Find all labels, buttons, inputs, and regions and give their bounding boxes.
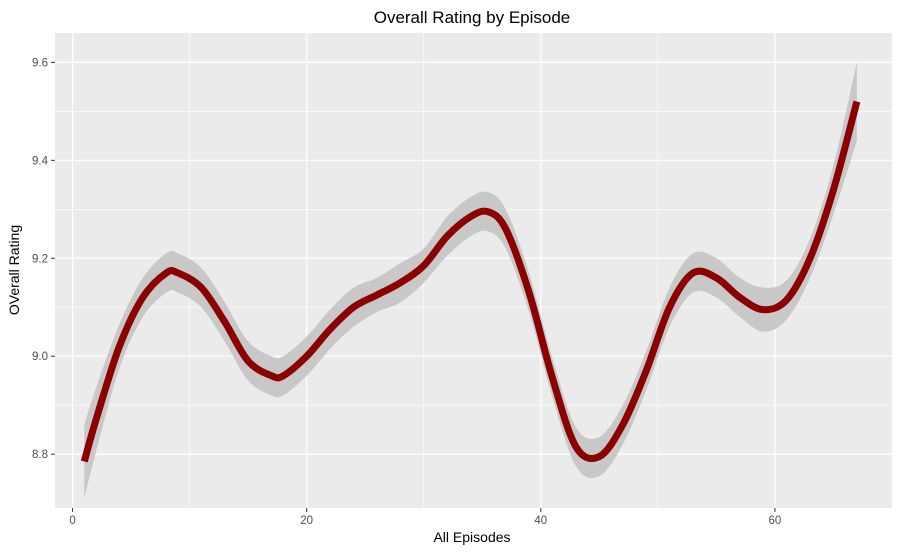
x-tick-label: 60	[769, 515, 782, 527]
x-tick-label: 20	[300, 515, 313, 527]
x-axis: 0 20 40 60	[69, 508, 781, 527]
y-axis-label: OVerall Rating	[6, 225, 22, 315]
x-tick-label: 40	[534, 515, 547, 527]
x-tick-label: 0	[69, 515, 75, 527]
confidence-ribbon	[84, 62, 857, 499]
y-axis: 8.8 9.0 9.2 9.4 9.6	[32, 57, 55, 461]
y-tick-label: 9.0	[32, 351, 48, 363]
chart-title: Overall Rating by Episode	[374, 8, 571, 27]
y-tick-label: 9.2	[32, 253, 48, 265]
y-tick-label: 9.4	[32, 155, 49, 167]
trend-line	[80, 100, 861, 463]
y-tick-label: 9.6	[32, 57, 48, 69]
grid-major	[55, 33, 892, 508]
y-tick-label: 8.8	[32, 449, 48, 461]
x-axis-label: All Episodes	[433, 529, 510, 545]
